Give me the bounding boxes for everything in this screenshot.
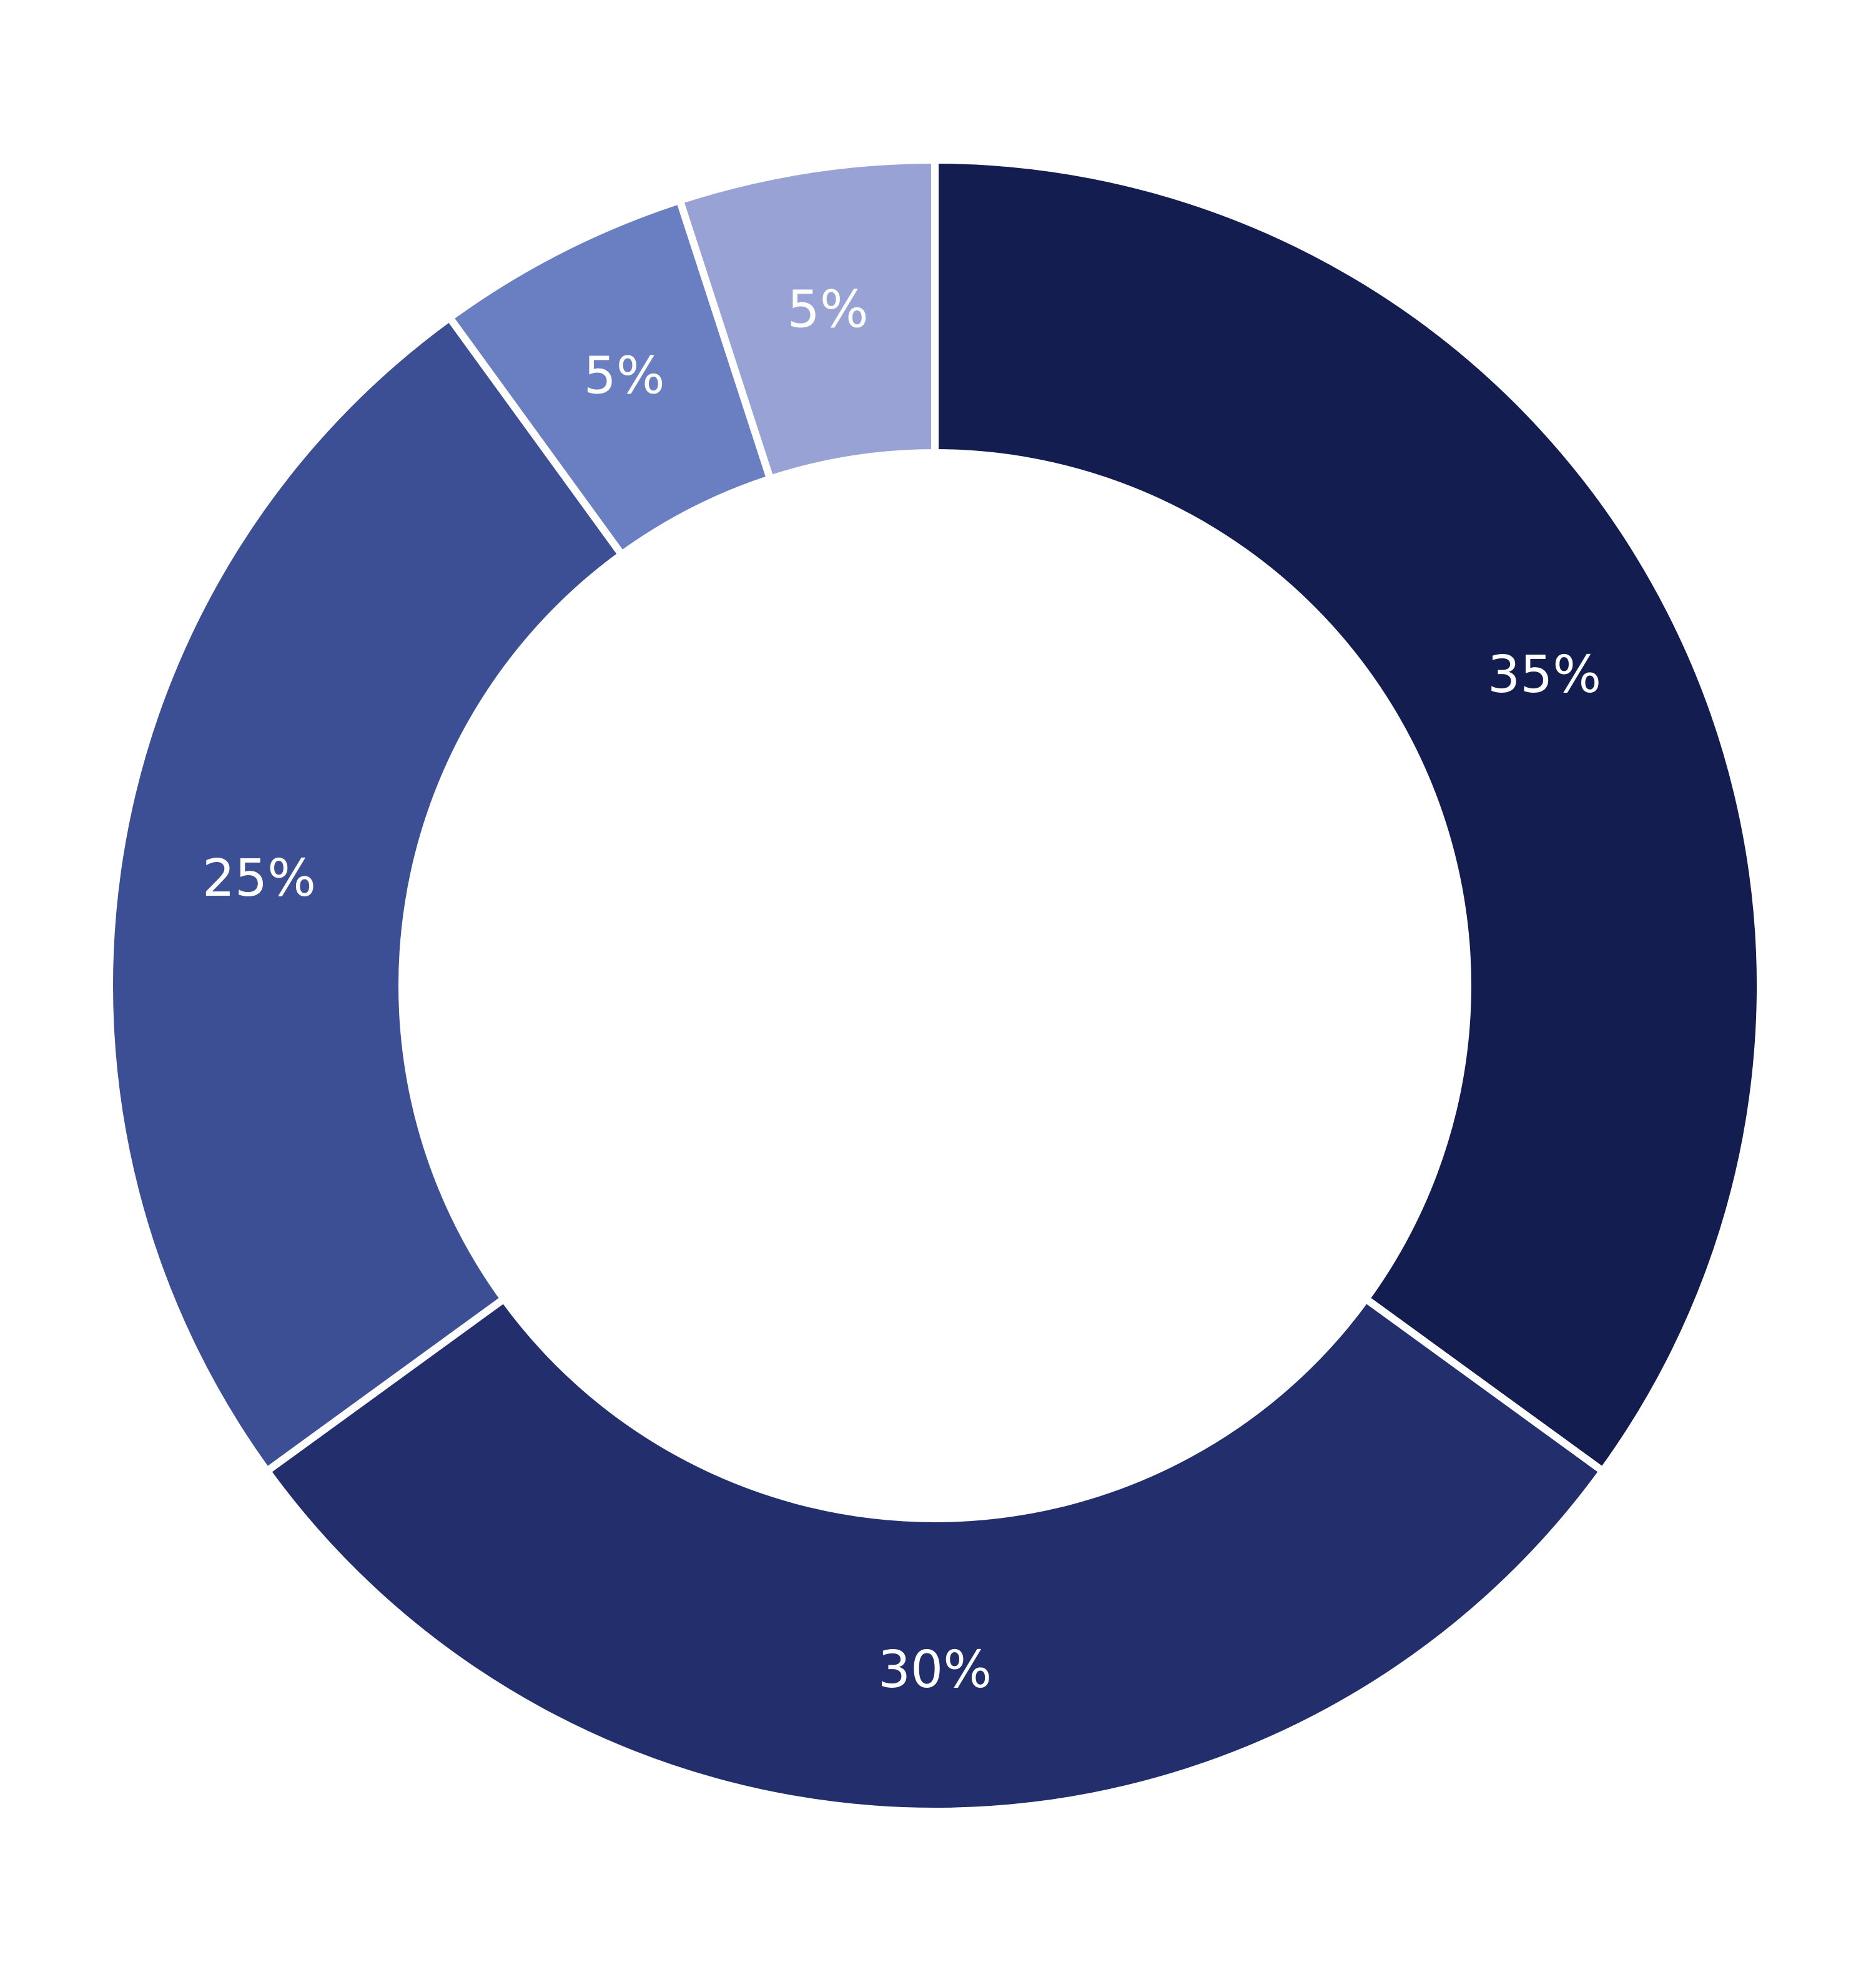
slice-label-1: 35% [1488, 645, 1601, 705]
donut-slice-3 [106, 312, 627, 1477]
slice-label-5: 5% [787, 280, 869, 339]
slice-label-4: 5% [584, 346, 665, 405]
donut-slice-2 [262, 1294, 1608, 1815]
donut-slice-5 [674, 156, 939, 484]
labels-group: 35% 30% 25% 5% 5% [202, 280, 1601, 1700]
slice-label-2: 30% [878, 1640, 992, 1700]
slices-group [106, 156, 1764, 1815]
slice-label-3: 25% [202, 849, 316, 908]
donut-slice-1 [931, 156, 1764, 1477]
